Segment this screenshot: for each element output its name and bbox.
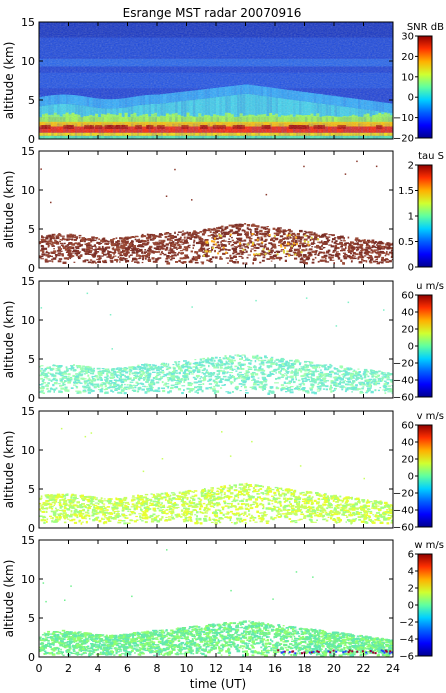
y-tick-label: 10 <box>21 184 35 197</box>
colorbar-tick-label: 4 <box>408 567 414 578</box>
y-tick-label: 15 <box>21 145 35 158</box>
colorbar-tick-label: −20 <box>393 359 414 370</box>
y-tick-label: 5 <box>28 353 35 366</box>
colorbar-tick-label: −40 <box>393 376 414 387</box>
colorbar-1 <box>418 36 432 138</box>
colorbar-tick-label: 0 <box>408 472 414 483</box>
colorbar-5 <box>418 554 432 656</box>
y-tick-label: 5 <box>28 483 35 496</box>
panel-2: 0 5 10 15 altitude (km) tau S 0 0.5 1 1.5 2 <box>2 145 444 275</box>
colorbar-tick-label: 2 <box>408 161 414 172</box>
x-tick-label: 2 <box>65 662 72 675</box>
colorbar-tick-label: 0 <box>408 93 414 104</box>
x-tick-label: 0 <box>36 662 43 675</box>
colorbar-tick-label: 0 <box>408 263 414 274</box>
x-tick-label: 18 <box>298 662 312 675</box>
colorbar-tick-label: −40 <box>393 506 414 517</box>
y-axis-label: altitude (km) <box>2 171 16 249</box>
colorbar-tick-label: −60 <box>393 393 414 404</box>
colorbar-label: tau S <box>418 151 444 162</box>
colorbar-2 <box>418 165 432 267</box>
colorbar-tick-label: −4 <box>399 635 414 646</box>
colorbar-tick-label: 40 <box>401 308 414 319</box>
y-tick-label: 10 <box>21 55 35 68</box>
colorbar-tick-label: 1 <box>408 212 414 223</box>
panel-5: 0 5 10 15 altitude (km) w m/s −6 −4 −2 0 2 4 6 <box>2 534 444 664</box>
y-tick-label: 5 <box>28 94 35 107</box>
y-tick-label: 15 <box>21 275 35 288</box>
colorbar-tick-label: 20 <box>401 455 414 466</box>
panel-3-image <box>39 293 396 395</box>
colorbar-3 <box>418 295 432 397</box>
colorbar-tick-label: 10 <box>401 72 414 83</box>
colorbar-tick-label: 30 <box>401 32 414 43</box>
colorbar-tick-label: 1.5 <box>398 186 414 197</box>
figure-title: Esrange MST radar 20070916 <box>123 6 302 20</box>
y-tick-label: 0 <box>28 392 35 405</box>
colorbar-label: v m/s <box>417 411 444 422</box>
colorbar-tick-label: −2 <box>399 618 414 629</box>
x-tick-label: 6 <box>124 662 131 675</box>
x-tick-label: 8 <box>154 662 161 675</box>
y-axis-label: altitude (km) <box>2 560 16 638</box>
x-tick-label: 10 <box>180 662 194 675</box>
y-tick-label: 5 <box>28 612 35 625</box>
colorbar-tick-label: 20 <box>401 325 414 336</box>
panel-2-image <box>39 161 396 265</box>
colorbar-tick-label: 20 <box>401 52 414 63</box>
y-tick-label: 10 <box>21 444 35 457</box>
colorbar-4 <box>418 425 432 527</box>
x-axis-label: time (UT) <box>190 677 246 691</box>
panel-5-image <box>39 549 397 657</box>
y-tick-label: 10 <box>21 573 35 586</box>
colorbar-tick-label: −20 <box>393 134 414 145</box>
y-tick-label: 15 <box>21 405 35 418</box>
colorbar-tick-label: 0 <box>408 342 414 353</box>
colorbar-tick-label: 60 <box>401 291 414 302</box>
colorbar-label: w m/s <box>414 540 444 551</box>
y-tick-label: 15 <box>21 534 35 547</box>
y-tick-label: 5 <box>28 223 35 236</box>
colorbar-label: u m/s <box>416 281 444 292</box>
colorbar-tick-label: −6 <box>399 652 414 663</box>
y-axis-label: altitude (km) <box>2 42 16 120</box>
y-axis-label: altitude (km) <box>2 431 16 509</box>
x-tick-label: 22 <box>357 662 371 675</box>
y-tick-label: 15 <box>21 16 35 29</box>
colorbar-tick-label: 0 <box>408 601 414 612</box>
y-tick-label: 0 <box>28 262 35 275</box>
y-tick-label: 10 <box>21 314 35 327</box>
y-tick-label: 0 <box>28 651 35 664</box>
colorbar-tick-label: −10 <box>393 113 414 124</box>
x-tick-label: 12 <box>209 662 223 675</box>
y-axis-label: altitude (km) <box>2 301 16 379</box>
x-tick-label: 24 <box>386 662 400 675</box>
colorbar-tick-label: 0.5 <box>398 237 414 248</box>
panel-3: 0 5 10 15 altitude (km) u m/s −60 −40 −20 0 20 40 60 <box>2 275 444 405</box>
panel-4-image <box>39 428 396 525</box>
colorbar-tick-label: 6 <box>408 550 414 561</box>
x-tick-label: 14 <box>239 662 253 675</box>
colorbar-tick-label: 60 <box>401 421 414 432</box>
colorbar-tick-label: 2 <box>408 584 414 595</box>
colorbar-tick-label: −20 <box>393 489 414 500</box>
colorbar-tick-label: −60 <box>393 523 414 534</box>
panel-1-image <box>39 22 393 139</box>
x-tick-label: 16 <box>268 662 282 675</box>
colorbar-tick-label: 40 <box>401 438 414 449</box>
x-tick-label: 20 <box>327 662 341 675</box>
x-tick-label: 4 <box>95 662 102 675</box>
